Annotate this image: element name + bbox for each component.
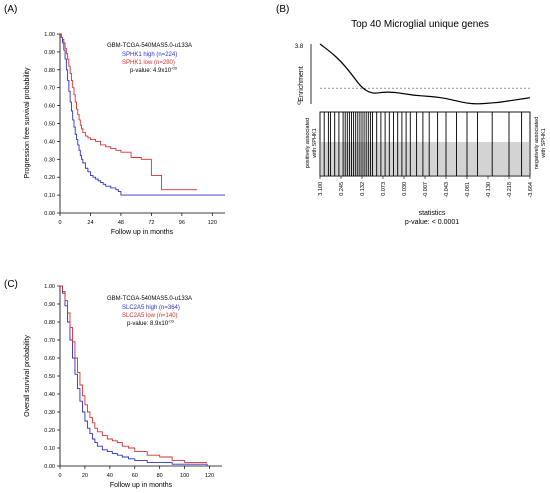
y-tick-label: 0.70 xyxy=(44,338,55,344)
y-tick-label: 0.10 xyxy=(44,446,55,452)
panel-c-legend-low: SLC2A5 low (n=140) xyxy=(122,313,178,319)
survival-curve-high xyxy=(60,33,225,196)
x-tick-label: -3.664 xyxy=(528,182,534,198)
panel-b-ytick-zero: 0 xyxy=(297,101,301,107)
survival-curve-low xyxy=(60,285,208,463)
panel-c-y-label: Overall survival probability xyxy=(24,335,31,417)
panel-b-y-label: Enrichment xyxy=(298,66,305,101)
panel-b-gene-hits xyxy=(323,112,523,176)
panel-a-legend-dataset: GBM-TCGA-540MAS5.0-u133A xyxy=(107,43,192,49)
panel-b-hit-shade xyxy=(320,142,530,176)
panel-b-title: Top 40 Microglial unique genes xyxy=(351,19,489,30)
y-tick-label: 0.60 xyxy=(44,104,55,110)
x-tick-label: 120 xyxy=(208,220,217,226)
x-tick-label: 72 xyxy=(148,220,154,226)
panel-c-x-ticks: 0 20 40 60 80 100 120 xyxy=(58,466,214,479)
y-tick-label: 0.50 xyxy=(44,122,55,128)
y-tick-label: 0.30 xyxy=(44,157,55,163)
panel-a-x-ticks: 0 24 48 72 96 120 xyxy=(58,213,217,226)
panel-b-pvalue: p-value: < 0.0001 xyxy=(405,219,459,226)
panel-b-x-label: statistics xyxy=(419,210,446,217)
y-tick-label: 0.20 xyxy=(44,175,55,181)
panel-b-right-side-label-1: negatively associated xyxy=(534,117,540,170)
y-tick-label: 0.60 xyxy=(44,356,55,362)
panel-a-pvalue: p-value: 4.9x10-03 xyxy=(130,66,178,75)
panel-label-c: (C) xyxy=(4,279,18,290)
y-tick-label: 0.90 xyxy=(44,50,55,56)
panel-a-legend-high: SPHK1 high (n=224) xyxy=(122,52,177,58)
panel-a-y-label: Progression free survival probability xyxy=(24,67,31,178)
panel-b-x-ticks: 3.100 0.245 0.132 0.073 0.030 -0.007 -0.043 -0.… xyxy=(318,176,534,198)
x-tick-label: 3.100 xyxy=(318,182,324,196)
x-tick-label: -0.043 xyxy=(444,182,450,198)
x-tick-label: 48 xyxy=(118,220,124,226)
y-tick-label: 0.80 xyxy=(44,320,55,326)
panel-c-series xyxy=(60,285,208,466)
x-tick-label: 60 xyxy=(132,473,138,479)
panel-b-left-side-label-1: positively associated xyxy=(305,118,311,168)
panel-c-survival-chart: 0.00 0.10 0.20 0.30 0.40 0.50 0.60 0.70 0.80 0.90… xyxy=(24,284,222,489)
panel-c-legend-high: SLC2A5 high (n=364) xyxy=(122,305,180,311)
y-tick-label: 0.50 xyxy=(44,374,55,380)
panel-a-survival-chart: 0.00 0.10 0.20 0.30 0.40 0.50 0.60 0.70 0.80 0.90… xyxy=(24,32,225,236)
panel-b-enrichment-curve xyxy=(319,43,531,105)
y-tick-label: 0.30 xyxy=(44,410,55,416)
x-tick-label: -0.130 xyxy=(486,182,492,198)
panel-label-a: (A) xyxy=(4,4,17,15)
panel-a-pvalue-exp: -03 xyxy=(171,66,178,71)
x-tick-label: 0.245 xyxy=(339,182,345,196)
x-tick-label: 20 xyxy=(82,473,88,479)
x-tick-label: 24 xyxy=(87,220,93,226)
x-tick-label: -0.007 xyxy=(423,182,429,198)
x-tick-label: 0 xyxy=(58,473,61,479)
y-tick-label: 0.70 xyxy=(44,86,55,92)
panel-b-left-side-label-2: with SPHK1 xyxy=(312,128,318,158)
panel-a-x-label: Follow up in months xyxy=(111,229,174,236)
panel-b-right-side-label-2: with SPHK1 xyxy=(541,128,547,158)
panel-c-y-ticks: 0.00 0.10 0.20 0.30 0.40 0.50 0.60 0.70 0.80 0.90… xyxy=(44,284,60,470)
panel-b-ytick-top: 3.8 xyxy=(295,44,304,50)
x-tick-label: 0.132 xyxy=(360,182,366,196)
y-tick-label: 0.80 xyxy=(44,68,55,74)
y-tick-label: 0.90 xyxy=(44,302,55,308)
panel-c-legend-dataset: GBM-TCGA-540MAS5.0-u133A xyxy=(107,296,192,302)
x-tick-label: 40 xyxy=(107,473,113,479)
y-tick-label: 1.00 xyxy=(44,32,55,38)
panel-label-b: (B) xyxy=(276,4,289,15)
x-tick-label: -0.218 xyxy=(507,182,513,198)
y-tick-label: 0.00 xyxy=(44,464,55,470)
panel-c-pvalue-exp: -03 xyxy=(168,319,175,324)
panel-c-pvalue: p-value: 8.9x10-03 xyxy=(127,319,175,328)
survival-curve-low xyxy=(60,33,198,191)
panel-a-legend-low: SPHK1 low (n=280) xyxy=(122,60,175,66)
panel-a-y-ticks: 0.00 0.10 0.20 0.30 0.40 0.50 0.60 0.70 0.80 0.90… xyxy=(44,32,60,217)
x-tick-label: 0.030 xyxy=(402,182,408,196)
panel-c-x-label: Follow up in months xyxy=(110,482,173,489)
panel-b-enrichment-chart: Top 40 Microglial unique genes Enrichmen… xyxy=(295,19,547,226)
x-tick-label: 100 xyxy=(180,473,189,479)
x-tick-label: 120 xyxy=(205,473,214,479)
y-tick-label: 0.10 xyxy=(44,193,55,199)
y-tick-label: 1.00 xyxy=(44,284,55,290)
y-tick-label: 0.40 xyxy=(44,392,55,398)
y-tick-label: 0.20 xyxy=(44,428,55,434)
panel-c-pvalue-text: p-value: 8.9x10 xyxy=(127,321,169,327)
x-tick-label: -0.081 xyxy=(465,182,471,198)
x-tick-label: 80 xyxy=(157,473,163,479)
panel-a-series xyxy=(60,33,225,196)
panel-a-pvalue-text: p-value: 4.9x10 xyxy=(130,68,172,74)
x-tick-label: 96 xyxy=(179,220,185,226)
y-tick-label: 0.00 xyxy=(44,211,55,217)
x-tick-label: 0 xyxy=(58,220,61,226)
y-tick-label: 0.40 xyxy=(44,139,55,145)
x-tick-label: 0.073 xyxy=(381,182,387,196)
